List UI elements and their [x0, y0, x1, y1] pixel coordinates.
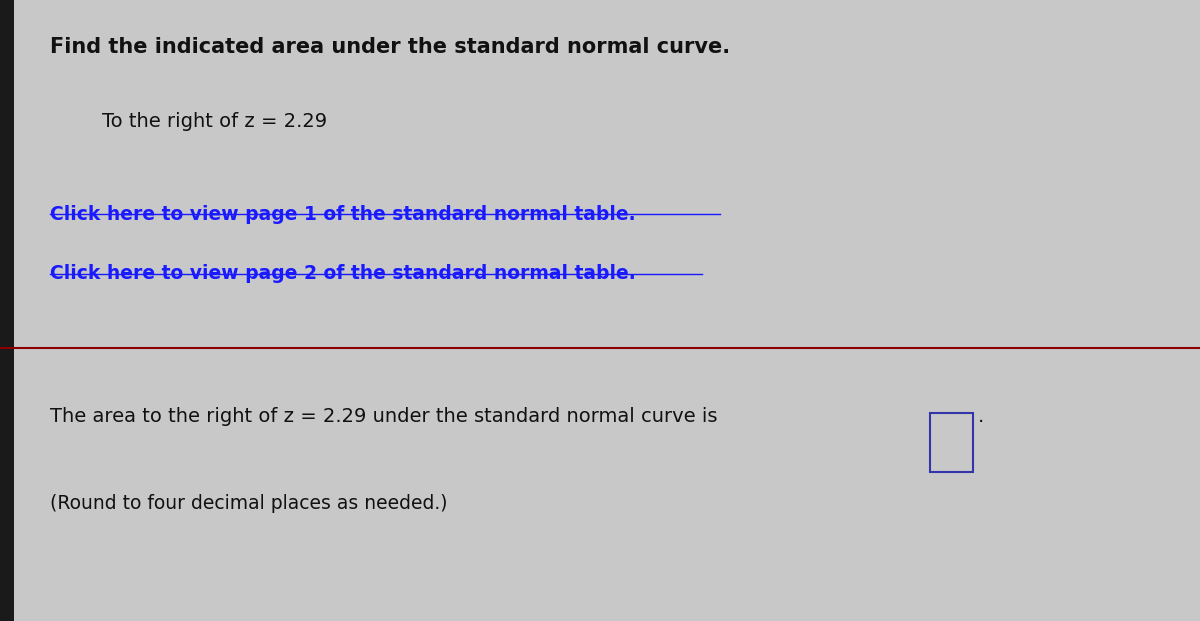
- Text: .: .: [978, 407, 984, 426]
- Text: (Round to four decimal places as needed.): (Round to four decimal places as needed.…: [50, 494, 448, 513]
- Text: Find the indicated area under the standard normal curve.: Find the indicated area under the standa…: [50, 37, 731, 57]
- Text: To the right of z = 2.29: To the right of z = 2.29: [102, 112, 328, 131]
- Text: Click here to view page 2 of the standard normal table.: Click here to view page 2 of the standar…: [50, 264, 636, 283]
- Bar: [0, 0, 14, 621]
- Text: The area to the right of z = 2.29 under the standard normal curve is: The area to the right of z = 2.29 under …: [50, 407, 718, 426]
- Text: Click here to view page 1 of the standard normal table.: Click here to view page 1 of the standar…: [50, 205, 636, 224]
- Bar: [930, 413, 973, 472]
